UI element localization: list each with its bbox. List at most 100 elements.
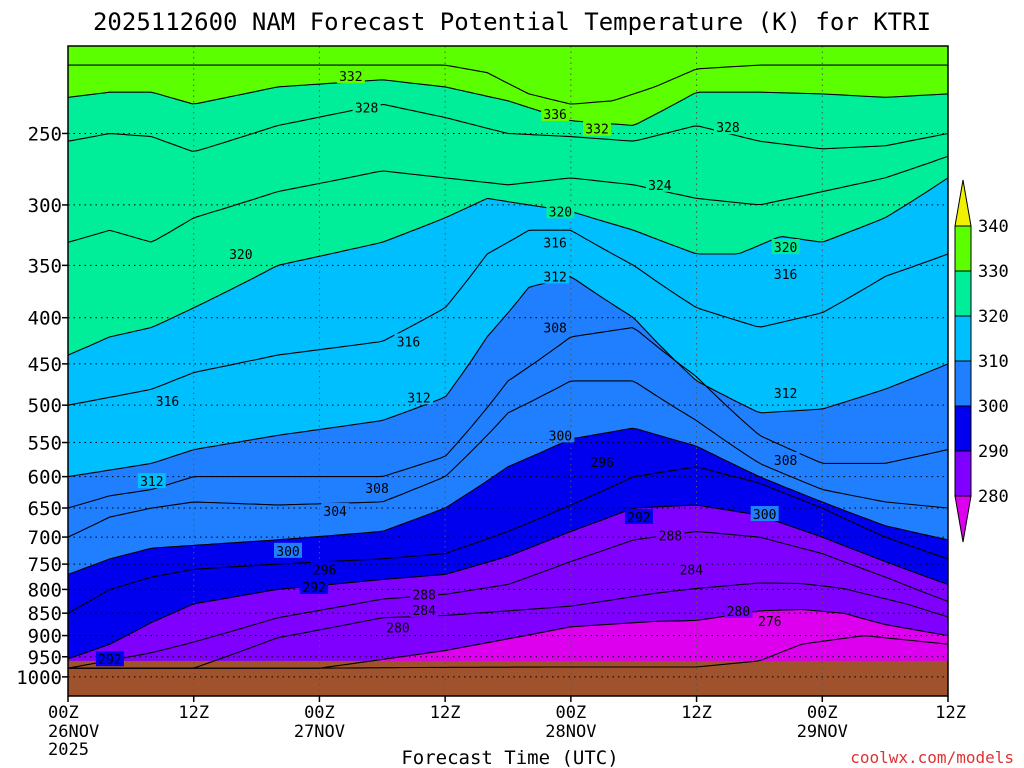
contour-label: 316 xyxy=(543,236,566,251)
contour-label: 300 xyxy=(753,508,776,523)
contour-label: 276 xyxy=(758,615,781,630)
contour-label-bg xyxy=(384,619,412,635)
contour-label-bg xyxy=(771,239,800,255)
contour-label-bg xyxy=(336,68,365,84)
contour-label-bg xyxy=(541,234,570,250)
colorbar-segment xyxy=(954,405,972,452)
contour-fills xyxy=(68,46,948,696)
contour-label: 288 xyxy=(659,529,682,544)
x-tick-label: 12Z xyxy=(935,703,966,723)
contour-label-bg xyxy=(410,601,439,617)
contour-label-bg xyxy=(771,385,800,401)
contour-label: 308 xyxy=(365,482,388,497)
colorbar-label: 290 xyxy=(978,442,1009,462)
colorbar-segment xyxy=(954,495,972,543)
contour-label: 316 xyxy=(156,395,179,410)
contour-label: 320 xyxy=(229,248,252,263)
isentrope-308 xyxy=(68,327,948,509)
contour-label: 288 xyxy=(412,588,435,603)
contour-label: 312 xyxy=(140,475,163,490)
contour-label: 328 xyxy=(716,121,739,136)
y-tick-label: 800 xyxy=(28,579,62,601)
contour-label-bg xyxy=(95,651,124,667)
contour-label-bg xyxy=(588,453,617,469)
y-tick-label: 550 xyxy=(28,433,62,455)
contour-label-bg xyxy=(300,578,329,594)
colorbar-segment xyxy=(954,360,972,407)
contour-label: 316 xyxy=(774,268,797,283)
x-tick-label: 12Z xyxy=(681,703,712,723)
isentrope-304 xyxy=(68,380,948,538)
isentrope-280 xyxy=(68,609,948,669)
contour-label: 296 xyxy=(591,456,614,471)
contour-label: 292 xyxy=(98,653,121,668)
contour-label-bg xyxy=(583,120,612,136)
y-tick-label: 450 xyxy=(28,354,62,376)
isentrope-288 xyxy=(68,531,948,669)
contour-label: 312 xyxy=(774,387,797,402)
contour-label-bg xyxy=(714,119,742,135)
contour-label-bg xyxy=(352,99,381,115)
contour-lines xyxy=(68,64,948,669)
x-date-label: 28NOV xyxy=(545,722,596,742)
contour-label-bg xyxy=(153,393,182,409)
y-tick-label: 400 xyxy=(28,308,62,330)
contour-label: 320 xyxy=(774,241,797,256)
isentrope-300 xyxy=(68,427,948,575)
contour-label-bg xyxy=(755,612,784,628)
contour-label: 284 xyxy=(412,604,436,619)
x-year-label: 2025 xyxy=(48,740,89,760)
contour-label: 280 xyxy=(727,605,750,620)
x-tick-label: 12Z xyxy=(430,703,461,723)
contour-label-bg xyxy=(724,602,753,618)
x-axis-label: Forecast Time (UTC) xyxy=(401,747,618,768)
colorbar: 280 290 300 310 320 330 340 xyxy=(954,179,1009,543)
contour-label: 292 xyxy=(627,511,650,526)
contour-label: 312 xyxy=(407,391,430,406)
contour-label-bg xyxy=(541,319,570,335)
colorbar-segment xyxy=(954,225,972,272)
contour-label-bg xyxy=(541,268,570,284)
x-tick-label: 00Z xyxy=(807,703,838,723)
contour-label: 300 xyxy=(549,429,572,444)
contour-label-bg xyxy=(394,333,423,349)
y-tick-label: 650 xyxy=(28,498,62,520)
contour-label: 328 xyxy=(355,102,378,117)
x-date-label: 29NOV xyxy=(797,722,848,742)
isentrope-336 xyxy=(68,64,948,105)
x-date-label: 26NOV xyxy=(48,722,99,742)
contour-label: 324 xyxy=(648,179,672,194)
contour-labels: 332 328 336 332 328 324 320 320 320 316 316 312 308 3… xyxy=(95,68,800,668)
isentrope-316 xyxy=(68,229,948,406)
contour-label: 300 xyxy=(276,545,299,560)
y-tick-label: 300 xyxy=(28,195,62,217)
contour-label-bg xyxy=(410,586,439,602)
colorbar-segment xyxy=(954,270,972,317)
isentrope-328 xyxy=(68,103,948,152)
colorbar-label: 310 xyxy=(978,352,1009,372)
contour-label: 280 xyxy=(386,622,409,637)
contour-label: 316 xyxy=(397,335,420,350)
y-tick-label: 600 xyxy=(28,467,62,489)
y-tick-label: 950 xyxy=(28,647,62,669)
x-tick-label: 12Z xyxy=(178,703,209,723)
y-tick-label: 350 xyxy=(28,255,62,277)
contour-label-bg xyxy=(771,451,800,467)
y-axis: 2503003504004505005506006507007508008509… xyxy=(16,123,68,689)
grid-lines xyxy=(68,46,948,696)
y-tick-label: 1000 xyxy=(16,667,62,689)
contour-label-bg xyxy=(226,245,255,261)
contour-label-bg xyxy=(656,527,685,543)
contour-label-bg xyxy=(624,508,653,524)
contour-label-bg xyxy=(546,203,575,219)
colorbar-label: 300 xyxy=(978,397,1009,417)
contour-label: 312 xyxy=(543,270,566,285)
plot-frame xyxy=(67,45,949,697)
colorbar-label: 320 xyxy=(978,307,1009,327)
contour-label-bg xyxy=(274,542,302,558)
y-tick-label: 500 xyxy=(28,395,62,417)
contour-label-bg xyxy=(546,427,575,443)
isentrope-284 xyxy=(68,582,948,669)
plot-area: 332 328 336 332 328 324 320 320 320 316 316 312 308 3… xyxy=(68,46,948,696)
